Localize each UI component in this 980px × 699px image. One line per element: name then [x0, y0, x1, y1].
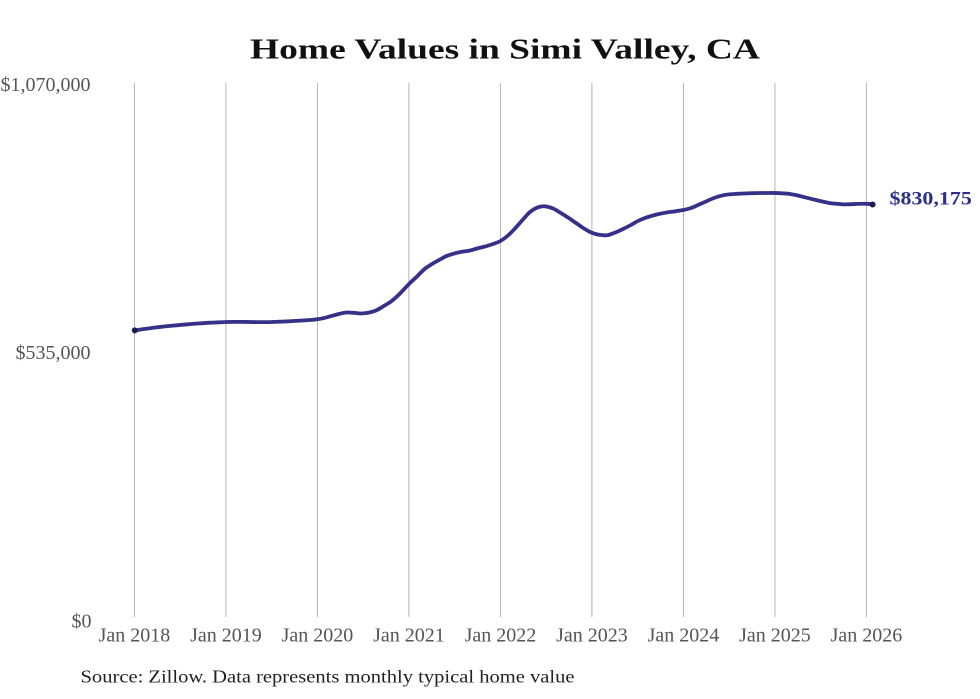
svg-text:Jan 2022: Jan 2022	[465, 625, 537, 647]
svg-text:Home Values in Simi Valley, CA: Home Values in Simi Valley, CA	[250, 34, 761, 65]
svg-text:$0: $0	[72, 611, 92, 633]
svg-text:Source: Zillow. Data represent: Source: Zillow. Data represents monthly …	[81, 667, 575, 687]
svg-text:Jan 2019: Jan 2019	[190, 625, 262, 647]
svg-text:$1,070,000: $1,070,000	[1, 74, 91, 96]
svg-text:Jan 2021: Jan 2021	[373, 625, 445, 647]
svg-text:Jan 2018: Jan 2018	[99, 625, 171, 647]
svg-text:Jan 2025: Jan 2025	[739, 625, 811, 647]
svg-text:$830,175: $830,175	[890, 188, 972, 209]
svg-text:Jan 2026: Jan 2026	[831, 625, 903, 647]
svg-text:Jan 2024: Jan 2024	[648, 625, 720, 647]
svg-text:Jan 2023: Jan 2023	[556, 625, 628, 647]
svg-text:$535,000: $535,000	[16, 342, 91, 364]
svg-text:Jan 2020: Jan 2020	[282, 625, 354, 647]
